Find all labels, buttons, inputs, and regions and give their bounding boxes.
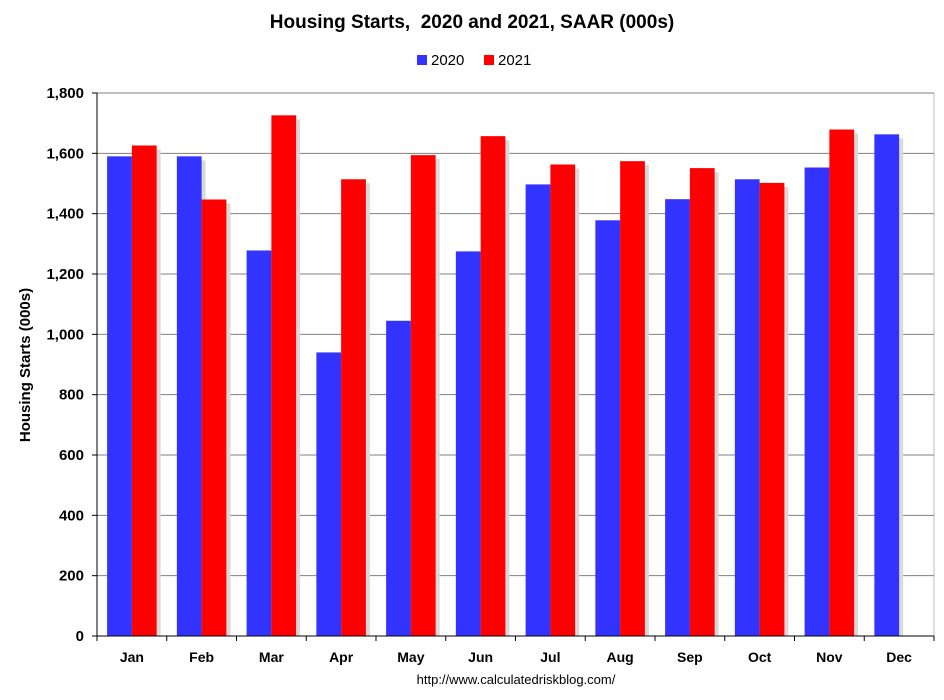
x-tick-label: Apr	[329, 649, 354, 665]
y-tick-label: 1,600	[46, 145, 84, 162]
bar-2021-aug	[620, 161, 645, 636]
bar-2020-apr	[316, 352, 342, 636]
x-tick-label: Nov	[816, 649, 843, 665]
bar-2021-feb	[201, 199, 227, 636]
bar-2020-nov	[804, 167, 830, 637]
legend-swatch-2021	[484, 55, 494, 65]
bar-2020-dec	[874, 134, 900, 636]
y-tick-label: 600	[59, 447, 84, 464]
y-tick-label: 1,200	[46, 266, 84, 283]
x-tick-label: Jul	[540, 649, 560, 665]
bar-2020-jan	[107, 156, 132, 636]
source-url: http://www.calculatedriskblog.com/	[417, 672, 616, 687]
bar-2021-nov	[829, 129, 855, 637]
y-tick-label: 1,800	[46, 85, 84, 102]
y-axis-label: Housing Starts (000s)	[17, 288, 34, 442]
y-tick-labels: 0 200 400 600 800 1,000 1,200 1,400 1,600 1,800	[46, 85, 84, 645]
chart-title: Housing Starts, 2020 and 2021, SAAR (000…	[270, 12, 674, 33]
x-tick-label: Jan	[120, 649, 144, 665]
axes	[96, 93, 935, 641]
x-tick-label: May	[397, 649, 424, 665]
bar-2021-jan	[131, 145, 157, 637]
bar-2020-jun	[455, 251, 481, 636]
x-tick-label: Feb	[189, 649, 214, 665]
bar-2021-jul	[550, 164, 576, 636]
bar-2020-oct	[734, 179, 760, 636]
x-tick-labels: Jan Feb Mar Apr May Jun Jul Aug Sep Oct Nov Dec	[120, 649, 912, 665]
gridlines	[92, 92, 934, 637]
x-tick-label: Oct	[748, 649, 772, 665]
plot-frame	[96, 92, 935, 637]
bar-2020-jul	[525, 184, 551, 636]
x-tick-label: Mar	[259, 649, 284, 665]
bar-2020-may	[386, 320, 411, 636]
bar-2020-aug	[595, 220, 621, 636]
bar-2021-mar	[271, 115, 297, 636]
bar-2021-oct	[759, 182, 785, 636]
x-tick-label: Aug	[607, 649, 634, 665]
legend-label-2020: 2020	[431, 52, 464, 69]
bar-2020-mar	[246, 250, 272, 636]
y-tick-label: 0	[76, 628, 84, 645]
x-tick-label: Sep	[677, 649, 703, 665]
bar-2021-apr	[341, 179, 366, 636]
x-tick-label: Jun	[468, 649, 493, 665]
legend: 2020 2021	[417, 52, 531, 69]
y-tick-label: 1,000	[46, 326, 84, 343]
y-tick-label: 400	[59, 507, 84, 524]
y-tick-label: 800	[59, 387, 84, 404]
bar-2020-feb	[176, 156, 202, 636]
plot-area	[96, 92, 935, 637]
legend-swatch-2020	[417, 55, 427, 65]
bar-2021-jun	[480, 136, 506, 636]
bar-2021-sep	[689, 168, 715, 637]
x-tick-label: Dec	[886, 649, 912, 665]
y-tick-label: 1,400	[46, 206, 84, 223]
bar-2021-may	[410, 155, 436, 637]
bar-2020-sep	[665, 199, 690, 637]
bars-group	[107, 115, 904, 637]
y-tick-label: 200	[59, 568, 84, 585]
legend-label-2021: 2021	[498, 52, 531, 69]
